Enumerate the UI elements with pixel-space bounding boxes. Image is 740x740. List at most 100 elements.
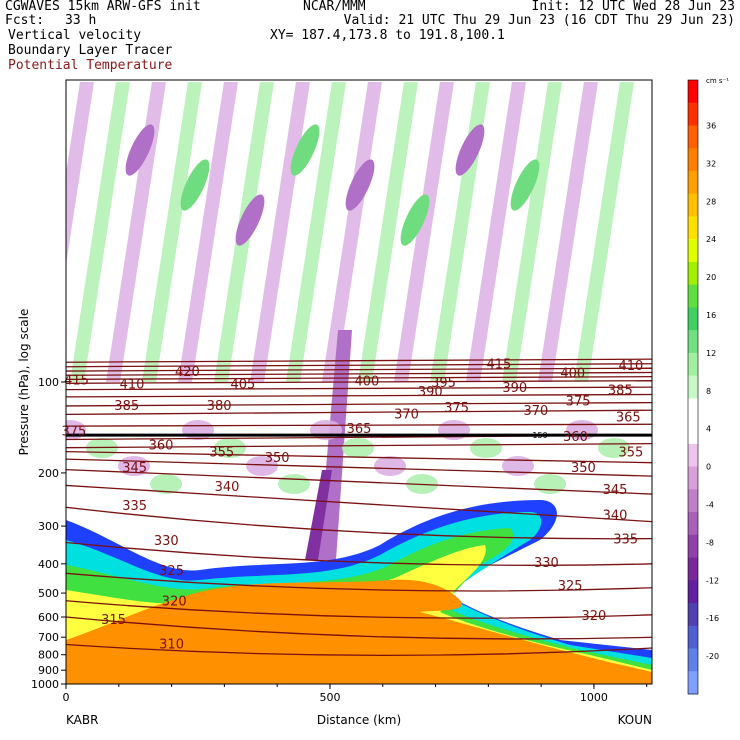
field-boundary-layer-tracer: Boundary Layer Tracer <box>8 43 173 58</box>
colorbar-swatch <box>688 170 698 195</box>
x-tick-label: 0 <box>63 691 70 704</box>
y-axis-title: Pressure (hPa), log scale <box>17 309 31 456</box>
y-tick-label: 200 <box>38 467 59 480</box>
theta-label: 390 <box>502 381 527 396</box>
tracer-orange <box>66 579 652 684</box>
wave-cell <box>455 124 485 176</box>
colorbar-frame <box>687 79 699 695</box>
theta-label: 320 <box>162 595 187 610</box>
theta-line-320 <box>66 600 652 619</box>
theta-line-420 <box>66 358 652 363</box>
theta-line-380 <box>66 401 652 407</box>
theta-line-325 <box>66 572 652 592</box>
mid-cell <box>470 438 502 458</box>
colorbar-swatch <box>688 443 698 468</box>
colorbar-swatch <box>688 557 698 581</box>
wave-stripe <box>394 82 454 382</box>
colorbar-label: -4 <box>706 501 714 510</box>
theta-line-400 <box>66 375 652 380</box>
theta-line-385 <box>66 393 652 398</box>
theta-label: 410 <box>618 359 643 374</box>
mid-cell <box>342 438 374 458</box>
colorbar-swatch <box>688 398 698 422</box>
wave-stripe <box>466 82 526 382</box>
theta-label: 360 <box>149 438 174 453</box>
theta-label: 325 <box>558 579 583 594</box>
theta-labels: 150 415 410 420 405 400 395 415 400 410 390 390 385 3… <box>62 358 644 653</box>
wave-stripe <box>66 82 94 265</box>
theta-label: 405 <box>230 377 255 392</box>
theta-label: 330 <box>154 534 179 549</box>
wave-stripe <box>142 82 202 382</box>
colorbar-label: 4 <box>706 425 711 434</box>
theta-line-415 <box>66 363 652 368</box>
theta-label: 370 <box>523 404 548 419</box>
theta-line-370 <box>66 423 652 427</box>
colorbar: 36 32 28 24 20 16 12 8 4 0 -4 -8 -12 -16 -20 <box>687 79 719 695</box>
colorbar-swatch <box>688 534 698 559</box>
theta-label: 355 <box>618 446 643 461</box>
y-tick-label: 300 <box>38 520 59 533</box>
wave-cell <box>290 124 320 176</box>
right-station: KOUN <box>618 713 652 727</box>
wave-cell <box>400 194 430 246</box>
mid-cell <box>598 438 630 458</box>
y-tick-label: 100 <box>38 376 59 389</box>
model-title: CGWAVES 15km ARW-GFS init <box>5 0 201 14</box>
theta-contours <box>66 358 652 656</box>
theta-label: 350 <box>571 461 596 476</box>
wave-stripe <box>502 82 562 382</box>
theta-line-345 <box>66 468 652 495</box>
y-tick-label: 500 <box>38 587 59 600</box>
colorbar-swatch <box>688 307 698 331</box>
colorbar-label: 0 <box>706 463 711 472</box>
theta-label: 395 <box>431 376 456 391</box>
theta-label: 420 <box>175 365 200 380</box>
theta-label: 340 <box>215 480 240 495</box>
colorbar-swatch <box>688 352 698 377</box>
mid-cell <box>150 474 182 494</box>
theta-label: 375 <box>566 394 591 409</box>
theta-line-350 <box>66 458 652 477</box>
colorbar-swatch <box>688 193 698 217</box>
theta-label: 400 <box>560 366 585 381</box>
tropopause-label: 150 <box>532 431 547 440</box>
colorbar-label: 12 <box>706 349 716 358</box>
theta-label: 345 <box>122 461 147 476</box>
theta-label: 385 <box>114 399 139 414</box>
colorbar-swatch <box>688 603 698 627</box>
colorbar-label: -20 <box>706 652 719 661</box>
theta-line-405 <box>66 371 652 376</box>
field-vertical-velocity: Vertical velocity <box>8 28 142 43</box>
theta-label: 415 <box>486 358 511 373</box>
theta-label: 345 <box>603 483 628 498</box>
vertical-velocity-field <box>66 82 652 684</box>
theta-label: 390 <box>418 385 443 400</box>
colorbar-label: 36 <box>706 121 716 130</box>
y-tick-label: 800 <box>38 649 59 662</box>
colorbar-label: 20 <box>706 273 716 282</box>
colorbar-swatch <box>688 239 698 263</box>
x-axis-title: Distance (km) <box>317 713 401 727</box>
colorbar-swatch <box>688 489 698 513</box>
theta-line-330 <box>66 541 652 566</box>
colorbar-swatch <box>688 284 698 308</box>
theta-label: 400 <box>355 375 380 390</box>
colorbar-label: 24 <box>706 235 716 244</box>
theta-label: 380 <box>207 399 232 414</box>
theta-label: 385 <box>608 384 633 399</box>
theta-line-395 <box>66 380 652 384</box>
wave-cell <box>125 124 155 176</box>
valid-time: Valid: 21 UTC Thu 29 Jun 23 (16 CDT Thu … <box>343 13 735 28</box>
colorbar-label: -8 <box>706 538 714 547</box>
theta-line-315 <box>66 616 652 640</box>
mid-cell <box>374 456 406 476</box>
colorbar-swatch <box>688 330 698 354</box>
wave-cell <box>510 159 540 211</box>
mid-cell <box>534 474 566 494</box>
theta-label: 315 <box>101 613 126 628</box>
colorbar-label: -12 <box>706 576 719 585</box>
init-time: Init: 12 UTC Wed 28 Jun 23 <box>531 0 736 14</box>
colorbar-unit: cm s⁻¹ <box>706 77 729 85</box>
theta-label: 375 <box>444 401 469 416</box>
